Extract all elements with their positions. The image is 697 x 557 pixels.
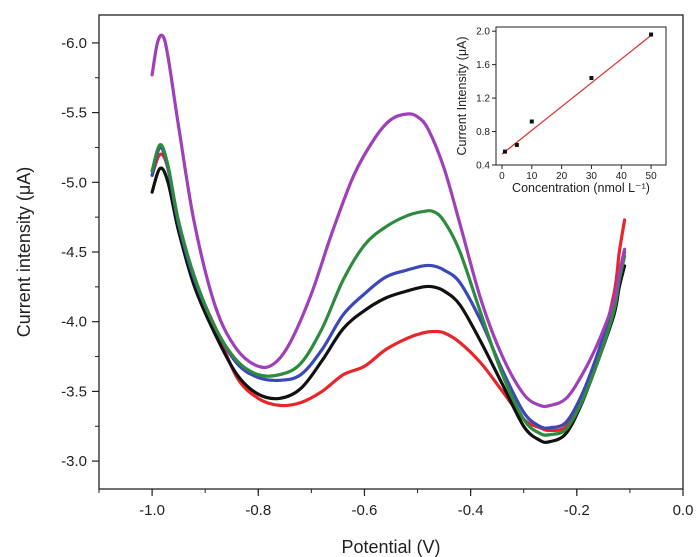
inset-x-axis: 0 10 20 30 40 50 — [499, 165, 657, 182]
main-x-tick-label: -0.6 — [352, 502, 378, 519]
main-series-line-2 — [150, 166, 627, 444]
main-x-tick-label: -0.2 — [564, 502, 590, 519]
main-y-tick-label: -5.0 — [61, 174, 87, 191]
inset-y-tick-label: 0.8 — [476, 127, 490, 138]
inset-y-axis: 0.4 0.8 1.2 1.6 2.0 — [476, 27, 496, 172]
inset-data-point — [589, 76, 594, 81]
main-x-axis-title: Potential (V) — [341, 537, 440, 557]
inset-data-point — [649, 32, 654, 37]
main-x-axis: -1.0 -0.8 -0.6 -0.4 -0.2 0.0 — [98, 489, 694, 519]
inset-chart: 0 10 20 30 40 50 0.4 0.8 1.2 1.6 2.0 Concentratio… — [455, 26, 667, 195]
inset-y-tick-label: 1.2 — [476, 94, 490, 105]
main-series-group — [150, 33, 627, 444]
main-series-line-4 — [150, 143, 627, 437]
inset-y-tick-label: 0.4 — [476, 161, 490, 172]
main-y-axis-title: Current intensity (μA) — [14, 167, 34, 337]
inset-x-tick-label: 50 — [646, 171, 658, 182]
main-x-tick-label: -1.0 — [139, 502, 165, 519]
inset-x-tick-label: 30 — [586, 171, 598, 182]
inset-data-point — [514, 142, 519, 147]
inset-plot-frame — [495, 26, 667, 166]
main-y-tick-label: -3.5 — [61, 383, 87, 400]
main-y-tick-label: -3.0 — [61, 453, 87, 470]
main-x-tick-label: 0.0 — [673, 502, 694, 519]
main-y-axis: -3.0 -3.5 -4.0 -4.5 -5.0 -5.5 -6.0 — [61, 35, 99, 470]
inset-data-point — [502, 149, 507, 154]
inset-fit-line — [501, 34, 652, 155]
main-y-tick-label: -6.0 — [61, 35, 87, 52]
inset-y-tick-label: 2.0 — [476, 27, 490, 38]
main-y-tick-label: -4.5 — [61, 244, 87, 261]
inset-x-tick-label: 20 — [556, 171, 568, 182]
main-series-line-1 — [150, 152, 627, 433]
main-y-tick-label: -5.5 — [61, 105, 87, 122]
inset-x-tick-label: 40 — [616, 171, 628, 182]
main-chart: -1.0 -0.8 -0.6 -0.4 -0.2 0.0 -3.0 -3.5 -4.0 -4.5… — [14, 14, 694, 557]
inset-x-tick-label: 10 — [526, 171, 538, 182]
main-x-tick-label: -0.4 — [458, 502, 484, 519]
main-y-tick-label: -4.0 — [61, 314, 87, 331]
inset-points-group — [502, 32, 654, 154]
inset-x-tick-label: 0 — [499, 171, 505, 182]
inset-y-axis-title: Current Intensity (μA) — [455, 36, 469, 155]
inset-x-axis-title: Concentration (nmol L⁻¹) — [512, 181, 650, 195]
main-x-tick-label: -0.8 — [245, 502, 271, 519]
main-series-line-5 — [150, 33, 627, 409]
inset-fit-group — [501, 34, 652, 155]
inset-data-point — [529, 119, 534, 124]
inset-y-tick-label: 1.6 — [476, 60, 490, 71]
